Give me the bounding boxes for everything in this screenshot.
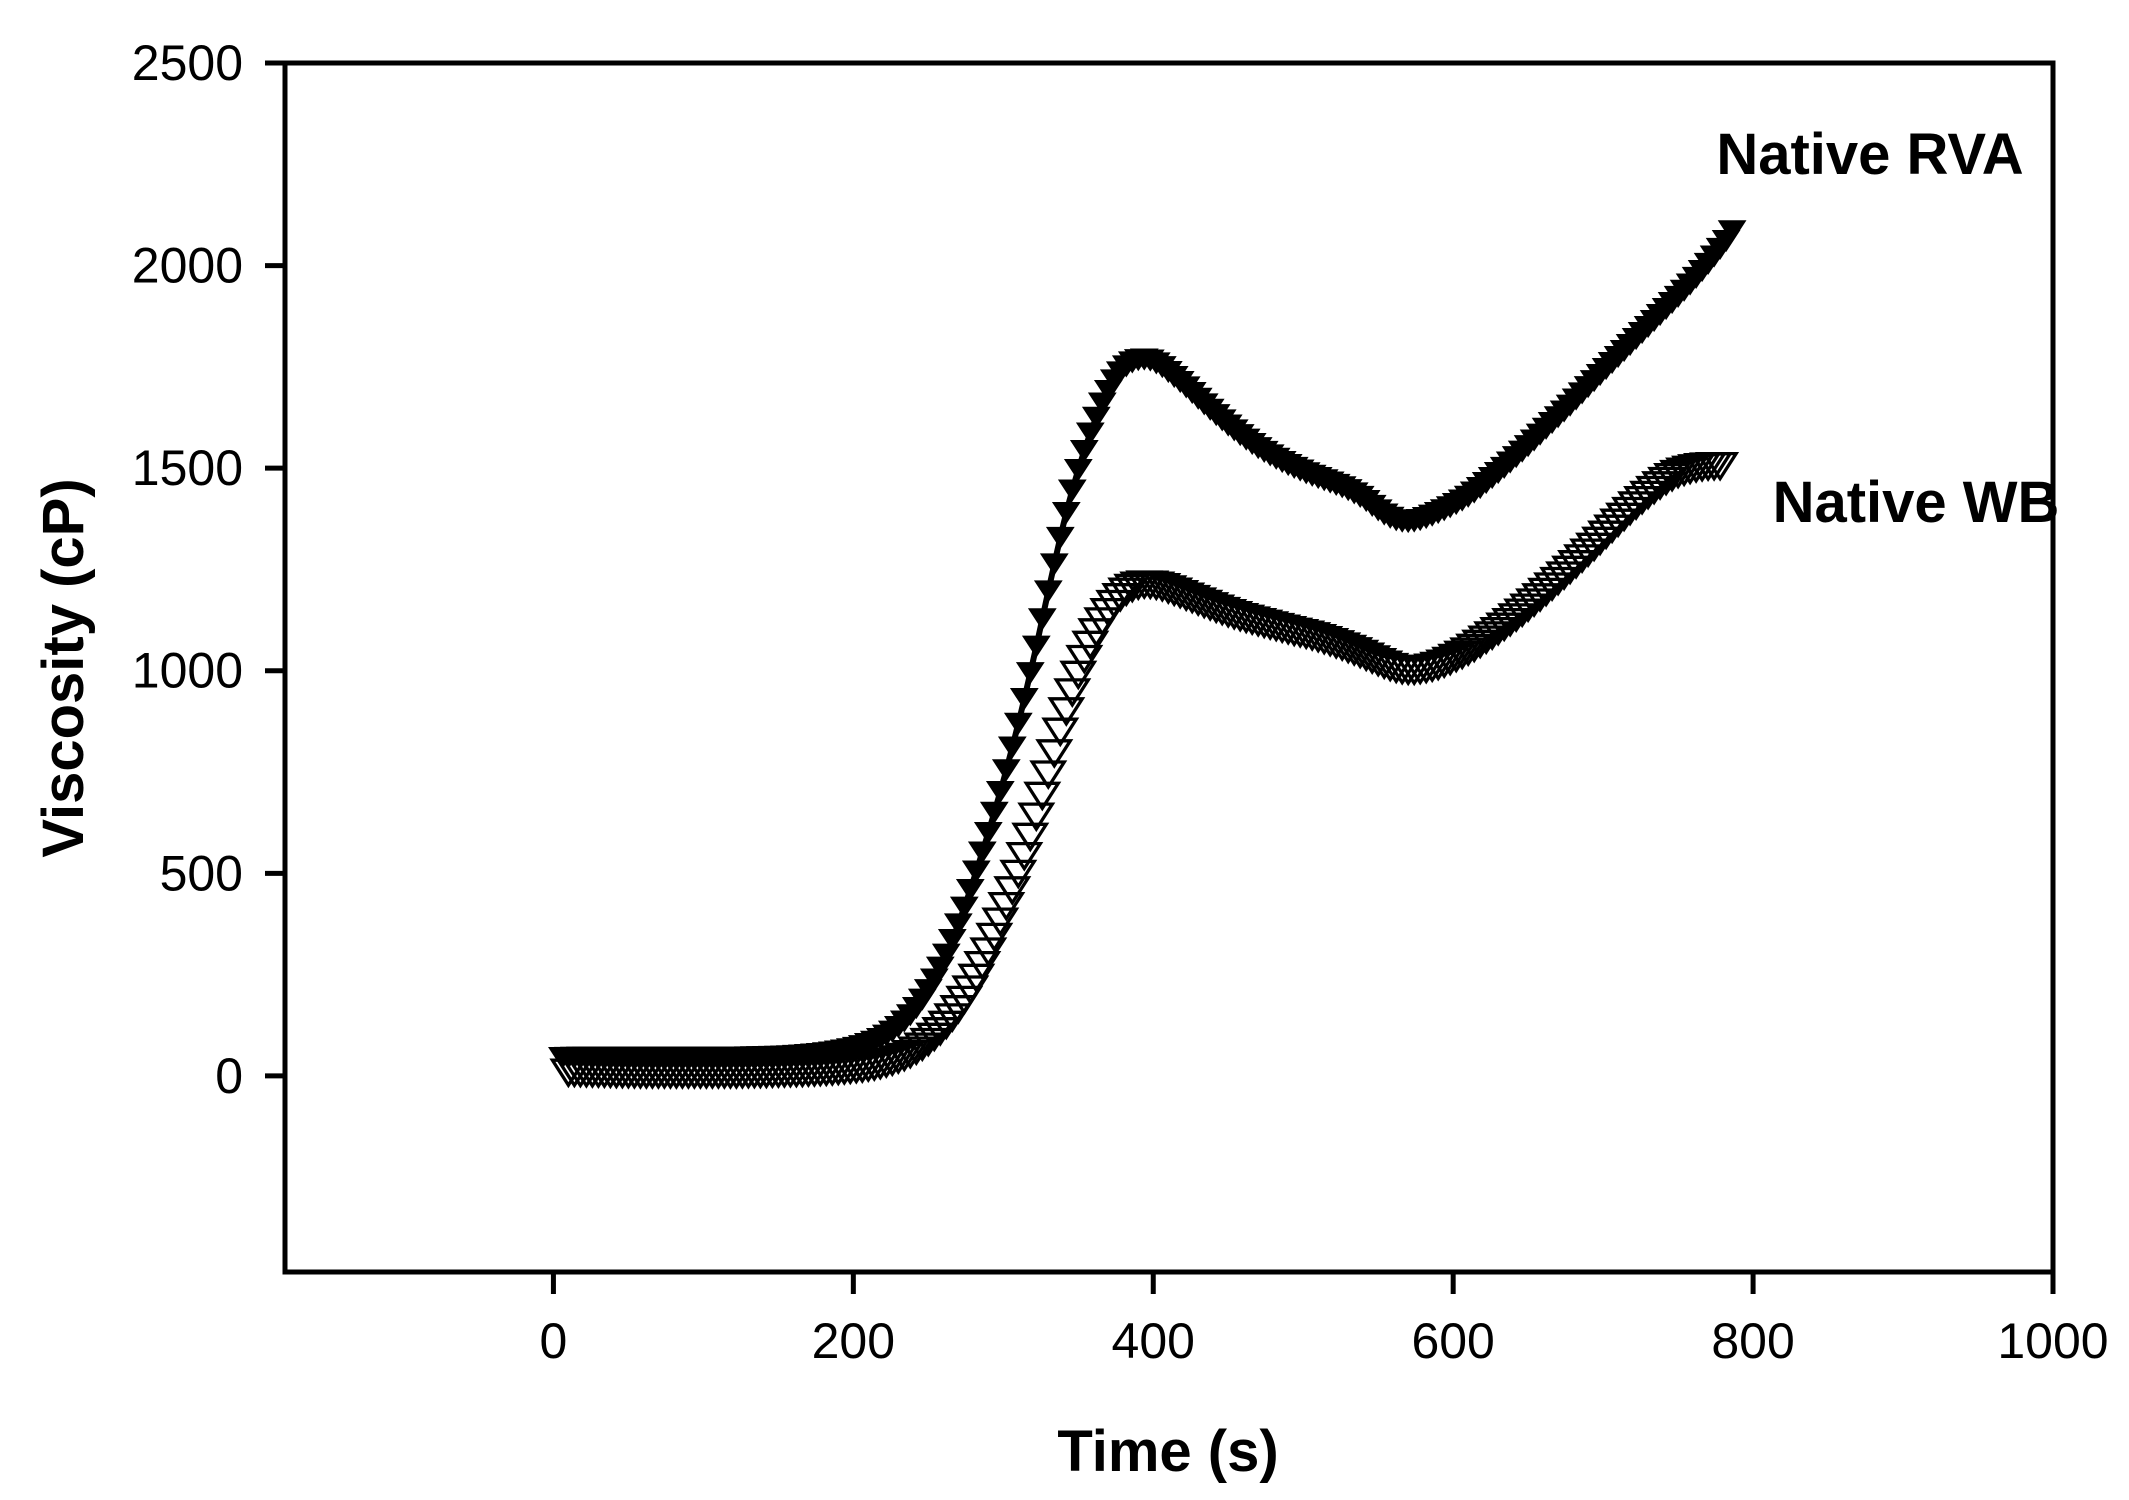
wb-marker xyxy=(1071,630,1110,661)
wb-marker xyxy=(1605,502,1644,533)
y-tick-label: 2500 xyxy=(132,35,243,91)
wb-marker xyxy=(1029,760,1068,791)
rva-marker xyxy=(991,759,1021,782)
wb-marker xyxy=(1593,514,1632,545)
rva-marker xyxy=(1069,439,1099,463)
wb-marker xyxy=(1623,485,1662,516)
wb-marker xyxy=(1299,623,1338,654)
x-tick-label: 800 xyxy=(1711,1313,1794,1369)
series-label-native-rva: Native RVA xyxy=(1716,122,2023,187)
wb-marker xyxy=(1611,496,1650,527)
rva-marker xyxy=(979,801,1009,824)
wb-marker xyxy=(999,859,1038,890)
wb-marker xyxy=(1599,508,1638,539)
rva-marker xyxy=(1009,687,1039,711)
rva-marker xyxy=(937,929,967,952)
wb-marker xyxy=(1053,678,1092,708)
wb-marker xyxy=(1005,841,1044,872)
wb-marker xyxy=(1305,625,1344,656)
rva-marker xyxy=(1027,608,1057,631)
y-axis-ticks xyxy=(265,60,285,1079)
wb-marker xyxy=(1353,645,1392,675)
wb-marker xyxy=(1551,555,1590,586)
rva-marker xyxy=(967,841,997,864)
wb-marker xyxy=(1617,491,1656,521)
x-tick-label: 200 xyxy=(812,1313,895,1369)
wb-marker xyxy=(1503,598,1542,629)
rva-marker xyxy=(955,878,985,902)
x-axis-ticks xyxy=(550,1272,2056,1294)
wb-marker xyxy=(1539,566,1578,597)
wb-marker xyxy=(1191,592,1230,622)
wb-marker xyxy=(1527,577,1566,608)
wb-marker xyxy=(1521,583,1560,613)
rva-marker xyxy=(1045,526,1075,549)
x-tick-label: 400 xyxy=(1112,1313,1195,1369)
rva-marker xyxy=(1015,662,1045,685)
y-tick-label: 2000 xyxy=(132,238,243,294)
x-tick-label: 0 xyxy=(540,1313,568,1369)
x-tick-label: 600 xyxy=(1411,1313,1494,1369)
wb-marker xyxy=(1197,594,1236,625)
y-tick-label: 500 xyxy=(160,845,243,901)
wb-marker xyxy=(1035,739,1074,769)
rva-marker xyxy=(973,821,1003,845)
wb-marker xyxy=(1359,647,1398,678)
wb-marker xyxy=(1629,480,1668,511)
rva-marker xyxy=(943,913,973,936)
rva-marker xyxy=(1051,501,1081,525)
wb-marker xyxy=(915,1022,954,1053)
wb-marker xyxy=(1491,607,1530,638)
wb-marker xyxy=(1701,451,1740,482)
wb-marker xyxy=(1497,603,1536,633)
wb-marker xyxy=(1311,627,1350,658)
wb-marker xyxy=(1011,822,1050,853)
rva-marker xyxy=(1021,635,1051,658)
wb-marker xyxy=(1047,697,1086,727)
series-label-native-wb: Native WB xyxy=(1773,470,2060,535)
wb-marker xyxy=(1575,532,1614,563)
rva-marker xyxy=(949,896,979,919)
rva-marker xyxy=(985,780,1015,804)
rva-marker xyxy=(1039,553,1069,576)
y-tick-labels: 0 500 1000 1500 2000 2500 xyxy=(132,35,243,1104)
y-tick-label: 1000 xyxy=(132,643,243,699)
wb-marker xyxy=(903,1032,942,1063)
plot-frame xyxy=(282,60,2056,1275)
wb-marker xyxy=(1545,561,1584,592)
rva-marker xyxy=(997,736,1027,759)
rva-marker xyxy=(1717,220,1747,243)
wb-marker xyxy=(1041,717,1080,748)
rva-marker xyxy=(1063,458,1093,482)
x-tick-labels: 0 200 400 600 800 1000 xyxy=(540,1313,2109,1369)
wb-marker xyxy=(1563,544,1602,574)
series-native-wb xyxy=(549,451,1740,1090)
wb-marker xyxy=(1023,781,1062,812)
wb-marker xyxy=(1017,802,1056,833)
y-tick-label: 0 xyxy=(215,1048,243,1104)
rva-marker xyxy=(1075,422,1105,445)
wb-marker xyxy=(1515,588,1554,619)
rva-marker xyxy=(1033,580,1063,603)
wb-marker xyxy=(1587,520,1626,551)
rva-marker xyxy=(1003,712,1033,735)
rva-marker xyxy=(961,860,991,883)
wb-marker xyxy=(1185,589,1224,620)
series-native-rva xyxy=(548,220,1747,1070)
wb-marker xyxy=(1509,593,1548,624)
y-axis-title: Viscosity (cP) xyxy=(31,478,96,857)
rva-marker xyxy=(1057,479,1087,502)
wb-marker xyxy=(1581,526,1620,557)
wb-marker xyxy=(1557,550,1596,580)
wb-marker xyxy=(993,876,1032,906)
wb-marker xyxy=(1569,538,1608,569)
wb-marker xyxy=(1533,572,1572,603)
x-tick-label: 1000 xyxy=(1997,1313,2108,1369)
x-axis-title: Time (s) xyxy=(1057,1419,1278,1484)
y-tick-label: 1500 xyxy=(132,440,243,496)
wb-marker xyxy=(909,1027,948,1058)
